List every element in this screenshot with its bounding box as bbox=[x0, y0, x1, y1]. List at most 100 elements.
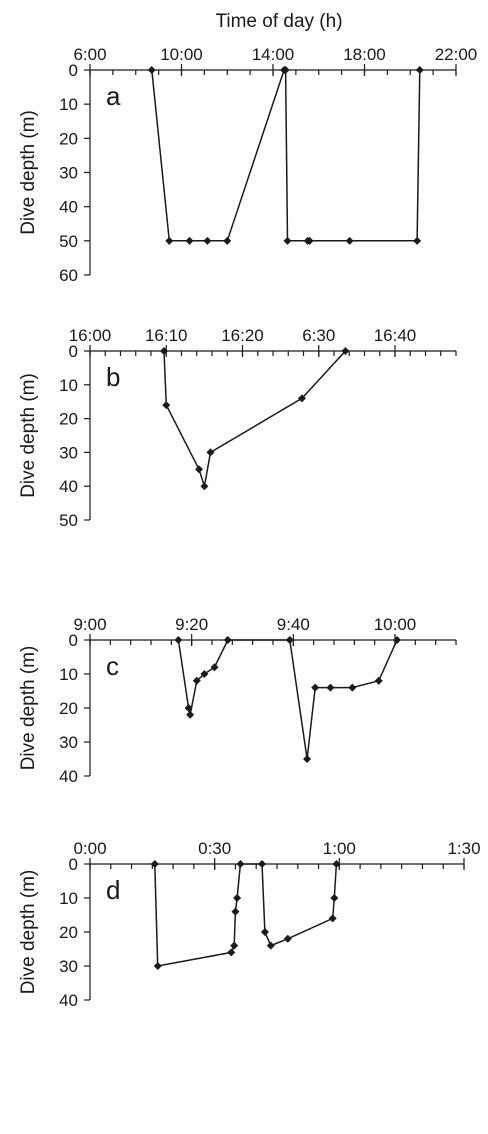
data-point bbox=[328, 914, 337, 923]
data-point bbox=[374, 676, 383, 685]
data-point bbox=[195, 465, 204, 474]
data-point bbox=[413, 236, 422, 245]
panel-a: 6:00 10:00 14:00 18:00 22:00 0 10 20 30 40 50 60 Div… bbox=[18, 45, 477, 285]
data-point bbox=[230, 941, 239, 950]
top-axis-title: Time of day (h) bbox=[215, 11, 342, 32]
x-tick-label: 16:40 bbox=[374, 326, 417, 345]
y-axis-title: Dive depth (m) bbox=[18, 870, 39, 995]
y-tick-label: 10 bbox=[59, 95, 78, 114]
data-point bbox=[305, 236, 314, 245]
x-tick-label: 16:20 bbox=[221, 326, 264, 345]
data-point bbox=[266, 941, 275, 950]
data-point bbox=[297, 394, 306, 403]
y-tick-label: 50 bbox=[59, 511, 78, 530]
x-tick-label: 9:00 bbox=[73, 615, 106, 634]
y-tick-label: 20 bbox=[59, 923, 78, 942]
data-point bbox=[206, 448, 215, 457]
data-point bbox=[303, 755, 312, 763]
x-tick-label: 1:30 bbox=[447, 839, 480, 858]
data-point bbox=[165, 236, 174, 245]
y-tick-label: 30 bbox=[59, 164, 78, 183]
data-point bbox=[326, 683, 335, 692]
x-tick-label: 6:30 bbox=[302, 326, 335, 345]
data-point bbox=[203, 236, 212, 245]
data-point bbox=[258, 860, 267, 868]
data-point bbox=[159, 347, 168, 355]
y-tick-label: 0 bbox=[69, 342, 78, 361]
data-point bbox=[200, 670, 209, 678]
data-point bbox=[231, 907, 240, 916]
y-tick-label: 30 bbox=[59, 957, 78, 976]
series-line bbox=[163, 350, 346, 487]
y-tick-label: 10 bbox=[59, 889, 78, 908]
x-tick-label: 22:00 bbox=[435, 45, 478, 64]
y-tick-label: 20 bbox=[59, 410, 78, 429]
panel-label: d bbox=[106, 875, 120, 905]
data-point bbox=[223, 236, 232, 245]
data-point bbox=[260, 928, 269, 936]
y-tick-label: 0 bbox=[69, 61, 78, 80]
data-point bbox=[283, 934, 292, 943]
y-tick-label: 30 bbox=[59, 443, 78, 462]
x-tick-label: 9:20 bbox=[175, 615, 208, 634]
y-tick-label: 20 bbox=[59, 129, 78, 148]
y-tick-label: 50 bbox=[59, 232, 78, 251]
data-point bbox=[285, 636, 294, 644]
data-point bbox=[341, 347, 350, 355]
data-point bbox=[210, 663, 219, 672]
data-point bbox=[200, 482, 209, 491]
y-tick-label: 40 bbox=[59, 198, 78, 217]
x-tick-label: 10:00 bbox=[160, 45, 203, 64]
panel-d: 0:00 0:30 1:00 1:30 0 10 20 30 40 Dive depth (m) d bbox=[18, 839, 481, 1010]
series-line bbox=[151, 69, 421, 242]
x-tick-label: 1:00 bbox=[323, 839, 356, 858]
data-point bbox=[345, 236, 354, 245]
data-point bbox=[223, 636, 232, 644]
y-tick-label: 60 bbox=[59, 266, 78, 285]
x-tick-label: 18:00 bbox=[343, 45, 386, 64]
data-point bbox=[186, 710, 195, 719]
data-point bbox=[236, 860, 245, 868]
y-tick-label: 40 bbox=[59, 991, 78, 1010]
y-tick-label: 0 bbox=[69, 631, 78, 650]
y-tick-label: 10 bbox=[59, 376, 78, 395]
y-axis-title: Dive depth (m) bbox=[18, 646, 39, 771]
data-point bbox=[153, 962, 162, 970]
data-point bbox=[281, 66, 290, 74]
panel-label: a bbox=[106, 81, 121, 111]
y-tick-label: 30 bbox=[59, 733, 78, 752]
y-tick-label: 10 bbox=[59, 665, 78, 684]
x-tick-label: 10:00 bbox=[374, 615, 417, 634]
data-point bbox=[311, 683, 320, 692]
panel-label: b bbox=[106, 362, 120, 392]
panel-c: 9:00 9:20 9:40 10:00 0 10 20 30 40 Dive depth (m)… bbox=[18, 615, 457, 786]
data-point bbox=[174, 636, 183, 644]
x-tick-label: 0:00 bbox=[73, 839, 106, 858]
data-point bbox=[184, 704, 193, 712]
y-tick-label: 0 bbox=[69, 855, 78, 874]
y-tick-label: 20 bbox=[59, 699, 78, 718]
data-point bbox=[185, 236, 194, 245]
data-point bbox=[393, 636, 402, 644]
data-point bbox=[332, 860, 341, 868]
y-tick-label: 40 bbox=[59, 767, 78, 786]
x-tick-label: 16:00 bbox=[69, 326, 112, 345]
data-point bbox=[330, 894, 339, 902]
x-tick-label: 0:30 bbox=[198, 839, 231, 858]
series-line bbox=[154, 863, 338, 967]
data-point bbox=[348, 683, 357, 692]
x-tick-label: 14:00 bbox=[252, 45, 295, 64]
data-point bbox=[147, 66, 156, 74]
data-point bbox=[283, 236, 292, 245]
panel-b: 16:00 16:10 16:20 6:30 16:40 0 10 20 30 40 50 Dive … bbox=[18, 326, 457, 530]
data-point bbox=[150, 860, 159, 868]
x-tick-label: 9:40 bbox=[277, 615, 310, 634]
panel-label: c bbox=[106, 651, 119, 681]
data-point bbox=[415, 66, 424, 74]
y-axis-title: Dive depth (m) bbox=[18, 110, 39, 235]
data-point bbox=[227, 948, 236, 957]
y-tick-label: 40 bbox=[59, 477, 78, 496]
data-point bbox=[192, 676, 201, 685]
data-point bbox=[233, 894, 242, 902]
